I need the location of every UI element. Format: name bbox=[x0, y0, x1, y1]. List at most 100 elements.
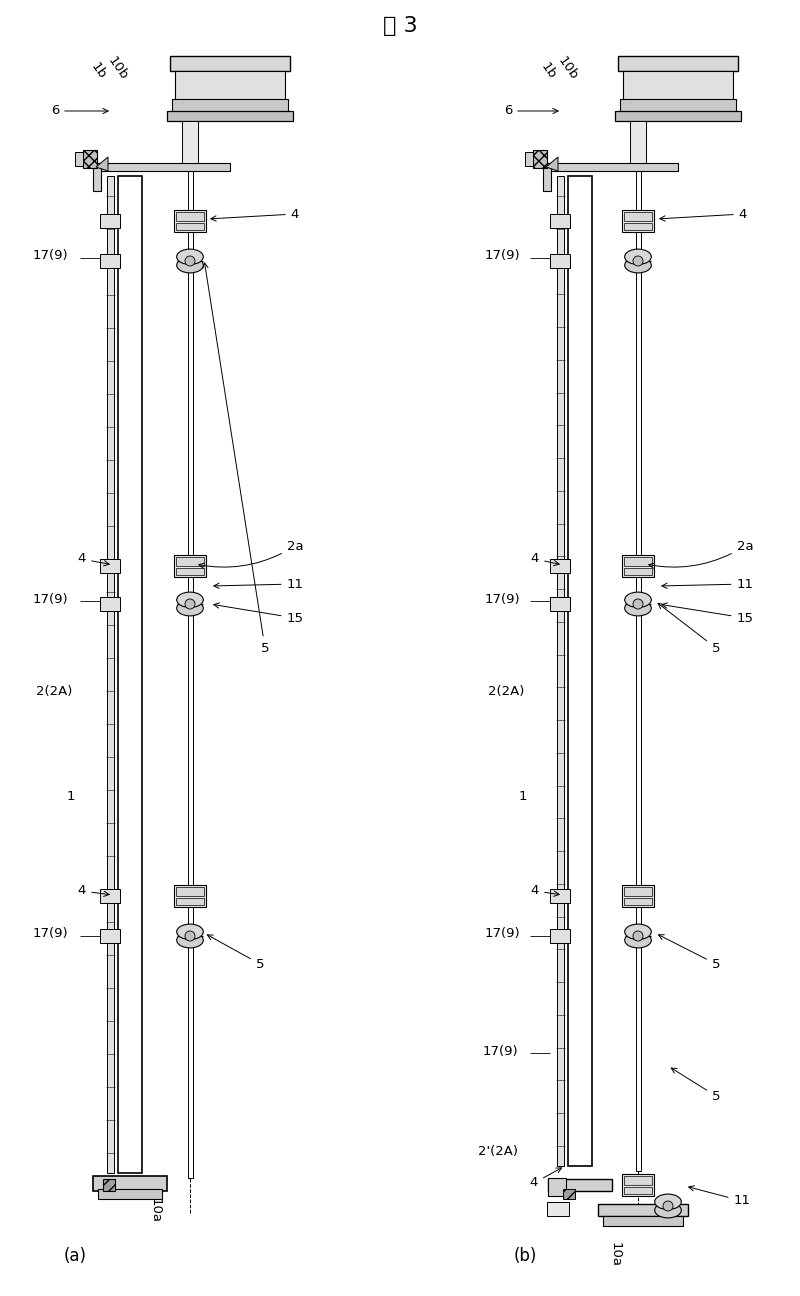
Ellipse shape bbox=[625, 592, 651, 608]
Ellipse shape bbox=[177, 933, 203, 947]
Bar bbox=[175, 71, 285, 101]
Bar bbox=[550, 889, 570, 903]
Circle shape bbox=[185, 599, 195, 609]
Bar bbox=[182, 121, 198, 163]
Bar bbox=[93, 163, 230, 171]
Bar bbox=[106, 176, 114, 1173]
Ellipse shape bbox=[177, 258, 203, 273]
Bar bbox=[622, 210, 654, 232]
Text: 17(9): 17(9) bbox=[32, 250, 68, 263]
Circle shape bbox=[185, 257, 195, 266]
Text: 11: 11 bbox=[662, 578, 754, 591]
Text: 10a: 10a bbox=[149, 1199, 162, 1223]
Text: 4: 4 bbox=[78, 552, 110, 566]
Bar bbox=[557, 176, 563, 1166]
Bar bbox=[100, 597, 120, 610]
Bar bbox=[615, 111, 741, 121]
Text: 4: 4 bbox=[211, 207, 299, 222]
Polygon shape bbox=[546, 157, 558, 171]
Text: 17(9): 17(9) bbox=[484, 592, 520, 605]
Bar bbox=[93, 1175, 167, 1191]
Bar bbox=[100, 929, 120, 943]
Ellipse shape bbox=[177, 249, 203, 264]
Text: 6: 6 bbox=[51, 105, 108, 118]
Bar bbox=[176, 898, 204, 905]
Bar bbox=[547, 1201, 569, 1216]
Circle shape bbox=[633, 931, 643, 941]
Bar bbox=[100, 889, 120, 903]
Bar bbox=[98, 1188, 162, 1199]
Text: 10b: 10b bbox=[106, 54, 130, 82]
Circle shape bbox=[185, 931, 195, 941]
Bar bbox=[624, 223, 652, 229]
Bar bbox=[176, 213, 204, 222]
Bar bbox=[563, 1188, 575, 1199]
Text: 4: 4 bbox=[660, 207, 747, 222]
Bar bbox=[170, 56, 290, 71]
Text: 5: 5 bbox=[671, 1068, 720, 1103]
Ellipse shape bbox=[654, 1203, 682, 1218]
Text: 2a: 2a bbox=[649, 539, 754, 569]
Ellipse shape bbox=[625, 258, 651, 273]
Ellipse shape bbox=[625, 600, 651, 616]
Bar bbox=[548, 1178, 566, 1196]
Text: 2a: 2a bbox=[198, 539, 303, 569]
Text: 10a: 10a bbox=[609, 1242, 622, 1266]
Bar bbox=[174, 885, 206, 907]
Bar bbox=[603, 1216, 683, 1226]
Text: 17(9): 17(9) bbox=[484, 250, 520, 263]
Bar bbox=[174, 210, 206, 232]
Bar bbox=[550, 559, 570, 573]
Bar bbox=[624, 1187, 652, 1194]
Text: 15: 15 bbox=[214, 603, 303, 625]
Text: 5: 5 bbox=[658, 934, 720, 971]
Text: 1b: 1b bbox=[88, 61, 108, 82]
Text: 10b: 10b bbox=[555, 54, 581, 82]
Bar bbox=[624, 213, 652, 222]
Polygon shape bbox=[96, 157, 108, 171]
Bar bbox=[543, 163, 678, 171]
Bar bbox=[75, 152, 83, 166]
Text: (a): (a) bbox=[63, 1247, 86, 1265]
Bar bbox=[176, 568, 204, 575]
Text: 17(9): 17(9) bbox=[32, 927, 68, 940]
Bar bbox=[623, 71, 733, 101]
Bar bbox=[100, 214, 120, 228]
Ellipse shape bbox=[177, 592, 203, 608]
Bar bbox=[176, 223, 204, 229]
Bar bbox=[174, 555, 206, 577]
Ellipse shape bbox=[625, 924, 651, 940]
Ellipse shape bbox=[177, 924, 203, 940]
Bar bbox=[83, 150, 97, 168]
Bar bbox=[550, 929, 570, 943]
Ellipse shape bbox=[625, 249, 651, 264]
Bar bbox=[630, 121, 646, 163]
Text: 11: 11 bbox=[689, 1186, 750, 1208]
Bar bbox=[543, 163, 551, 191]
Bar bbox=[525, 152, 533, 166]
Bar bbox=[622, 885, 654, 907]
Text: 2(2A): 2(2A) bbox=[36, 684, 72, 697]
Bar bbox=[533, 150, 547, 168]
Text: 5: 5 bbox=[207, 934, 264, 971]
Text: 15: 15 bbox=[662, 603, 754, 625]
Circle shape bbox=[663, 1201, 673, 1210]
Ellipse shape bbox=[625, 933, 651, 947]
Bar bbox=[172, 98, 288, 113]
Text: 4: 4 bbox=[531, 552, 559, 565]
Bar bbox=[624, 898, 652, 905]
Text: 17(9): 17(9) bbox=[32, 592, 68, 605]
Text: 5: 5 bbox=[658, 604, 720, 654]
Bar bbox=[548, 1179, 612, 1191]
Bar bbox=[167, 111, 293, 121]
Ellipse shape bbox=[177, 600, 203, 616]
Bar bbox=[568, 176, 592, 1166]
Ellipse shape bbox=[654, 1194, 682, 1209]
Text: 4: 4 bbox=[531, 884, 559, 898]
Text: 6: 6 bbox=[504, 105, 558, 118]
Bar bbox=[622, 555, 654, 577]
Bar bbox=[620, 98, 736, 113]
Bar bbox=[100, 559, 120, 573]
Circle shape bbox=[633, 599, 643, 609]
Bar bbox=[176, 886, 204, 896]
